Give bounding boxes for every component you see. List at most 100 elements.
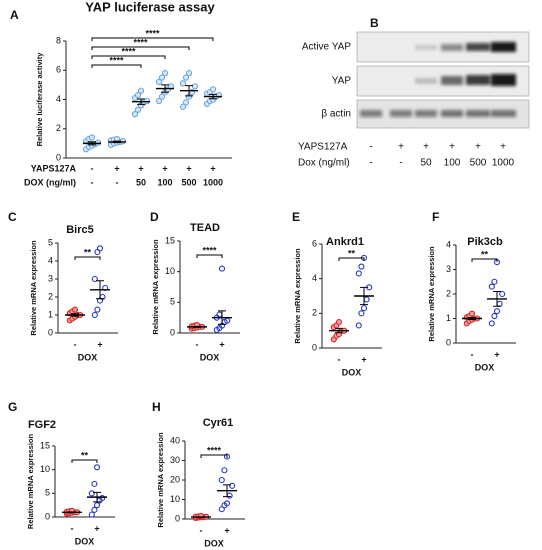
x-tick-label: + (138, 163, 143, 173)
y-tick-label: 30 (170, 455, 180, 465)
x-tick-label: + (114, 163, 119, 173)
blot-label: YAP (332, 76, 352, 87)
data-point (223, 500, 231, 507)
data-point (119, 138, 127, 145)
lane-label: 500 (470, 158, 487, 169)
chart-title: Cyr61 (203, 417, 234, 429)
data-point (179, 80, 187, 87)
data-point (182, 99, 190, 106)
chart-title: FGF2 (28, 419, 56, 431)
x-axis-label: DOX (200, 352, 220, 362)
y-tick-label: 10 (170, 494, 180, 504)
data-point (91, 275, 98, 283)
sem-bar (137, 98, 145, 105)
lane-label: + (475, 142, 481, 153)
y-tick-label: 4 (446, 239, 451, 249)
x-axis-label: DOX (78, 352, 98, 362)
data-point (155, 97, 163, 105)
x-tick-label: + (97, 339, 102, 349)
data-point (468, 310, 476, 317)
band (441, 44, 463, 51)
significance-label: **** (145, 28, 160, 38)
x-axis-label: DOX (475, 362, 495, 372)
y-axis-label: Relative luciferase activity (35, 52, 44, 147)
data-point (218, 476, 225, 484)
significance-bracket (71, 459, 98, 463)
sem-bar (185, 85, 193, 97)
significance-bracket (91, 37, 214, 41)
sem-bar (360, 286, 368, 306)
y-tick-label: 5 (48, 237, 53, 247)
x-tick-label: 500 (181, 177, 196, 187)
data-point (358, 263, 365, 270)
significance-label: ** (481, 249, 489, 259)
sem-bar (96, 280, 104, 300)
x-tick-label: + (361, 354, 366, 364)
y-tick-label: 0 (170, 327, 175, 337)
data-point (185, 70, 193, 77)
y-tick-label: 0 (48, 327, 53, 337)
significance-label: **** (121, 46, 136, 56)
y-axis-label: Relative mRNA expression (29, 240, 38, 336)
data-point (488, 283, 495, 290)
data-point (499, 290, 506, 298)
sem-bar (209, 93, 217, 100)
data-point (88, 134, 96, 141)
significance-bracket (91, 55, 166, 59)
x-row-label: YAPS127A (31, 163, 77, 173)
panel-letter: F (432, 210, 439, 224)
y-tick-label: 2 (312, 308, 317, 318)
significance-label: **** (133, 37, 148, 47)
lane-label: 100 (444, 158, 461, 169)
band (415, 45, 437, 50)
sem-bar (335, 328, 343, 334)
data-point (102, 284, 109, 292)
band (466, 75, 490, 85)
y-tick-label: 5 (170, 297, 175, 307)
chart-title: Birc5 (66, 224, 94, 236)
band (491, 110, 516, 117)
sem-bar (88, 141, 96, 146)
y-tick-label: 6 (312, 238, 317, 248)
data-point (88, 511, 95, 518)
lane-row-label: Dox (ng/ml) (298, 158, 350, 169)
x-tick-label: + (186, 163, 191, 173)
chart-title: Ankrd1 (326, 236, 364, 248)
sem-bar (493, 291, 501, 307)
x-tick-label: 50 (136, 177, 146, 187)
sem-bar (71, 313, 79, 317)
data-point (496, 300, 503, 307)
data-point (143, 97, 151, 105)
sem-bar (218, 310, 226, 325)
sem-bar (223, 484, 231, 498)
significance-bracket (196, 254, 223, 258)
x-tick-label: + (162, 163, 167, 173)
y-tick-label: 2 (48, 291, 53, 301)
bands (360, 42, 516, 117)
band (466, 110, 490, 117)
significance-bracket (471, 258, 498, 262)
lane-label: + (398, 142, 404, 153)
band (390, 110, 412, 117)
x-axis-label: DOX (75, 536, 95, 546)
panel-letter: D (150, 210, 159, 224)
significance-bracket (91, 64, 142, 68)
significance-label: ** (84, 247, 92, 257)
chart-title: Pik3cb (467, 236, 503, 248)
data-point (229, 482, 236, 489)
x-axis-label: DOX (204, 538, 224, 548)
data-point (197, 513, 205, 520)
x-tick-label: - (116, 177, 119, 187)
data-point (218, 265, 226, 272)
x-tick-label: + (94, 523, 99, 533)
y-tick-label: 15 (40, 440, 50, 450)
data-point (137, 87, 145, 94)
x-tick-label: - (338, 354, 341, 364)
x-axis-label: DOX (342, 367, 362, 377)
x-tick-label: - (91, 177, 94, 187)
significance-bracket (91, 46, 190, 50)
data-point (91, 480, 98, 487)
y-tick-label: 0 (446, 337, 451, 347)
band (415, 110, 437, 117)
